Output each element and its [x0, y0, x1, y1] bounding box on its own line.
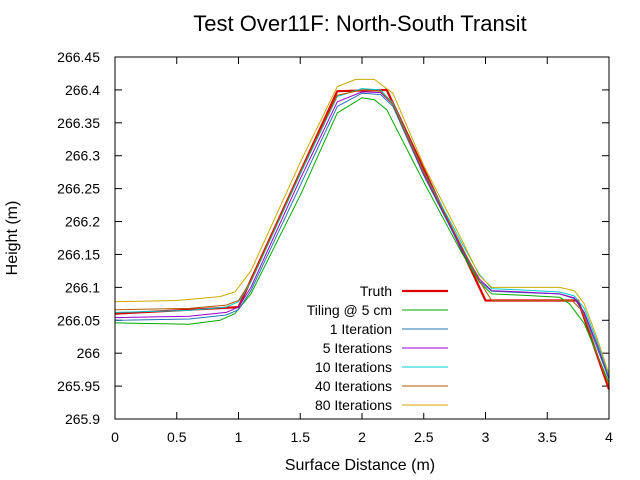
x-tick-label: 0: [111, 429, 119, 445]
legend-background: [290, 396, 455, 413]
y-tick-label: 266.35: [57, 115, 100, 131]
legend-label: Tiling @ 5 cm: [307, 302, 392, 318]
x-tick-label: 1.5: [291, 429, 311, 445]
series-line: [114, 78, 610, 375]
x-tick-label: 3: [482, 429, 490, 445]
legend-label: 5 Iterations: [323, 340, 392, 356]
legend-background: [290, 358, 455, 375]
y-tick-label: 266.45: [57, 49, 100, 65]
legend-label: 80 Iterations: [315, 397, 392, 413]
x-tick-label: 2: [358, 429, 366, 445]
legend-background: [290, 320, 455, 337]
legend-label: 10 Iterations: [315, 359, 392, 375]
x-tick-label: 2.5: [414, 429, 434, 445]
legend: Truth Tiling @ 5 cm 1 Iteration 5 Iteration…: [290, 282, 455, 413]
plot-series: [114, 78, 611, 390]
y-tick-label: 266.15: [57, 246, 100, 262]
x-tick-label: 4: [605, 429, 613, 445]
y-tick-label: 266.05: [57, 312, 100, 328]
plot-frame: [114, 56, 610, 420]
x-tick-label: 0.5: [167, 429, 187, 445]
y-tick-label: 265.95: [57, 378, 100, 394]
legend-background: [290, 377, 455, 394]
y-tick-label: 266.25: [57, 181, 100, 197]
legend-label: 40 Iterations: [315, 378, 392, 394]
x-axis-label: Surface Distance (m): [285, 457, 435, 474]
x-tick-label: 1: [235, 429, 243, 445]
y-tick-label: 266.2: [65, 214, 100, 230]
series-line: [114, 89, 610, 387]
axis-tick-labels: 0 0.5 1 1.5 2 2.5 3 3.5 4 265.9 265.95 266 266.05 266…: [57, 49, 613, 445]
x-tick-label: 3.5: [538, 429, 558, 445]
y-tick-label: 266.1: [65, 279, 100, 295]
legend-label: 1 Iteration: [330, 321, 392, 337]
legend-background: [290, 282, 455, 299]
series-line: [114, 92, 610, 380]
y-tick-label: 266.3: [65, 148, 100, 164]
chart-title: Test Over11F: North-South Transit: [193, 11, 526, 36]
legend-background: [290, 301, 455, 318]
y-tick-label: 266.4: [65, 82, 100, 98]
y-axis-label: Height (m): [4, 201, 21, 276]
y-tick-label: 266: [77, 345, 101, 361]
y-tick-label: 265.9: [65, 411, 100, 427]
legend-label: Truth: [360, 283, 392, 299]
legend-background: [290, 339, 455, 356]
